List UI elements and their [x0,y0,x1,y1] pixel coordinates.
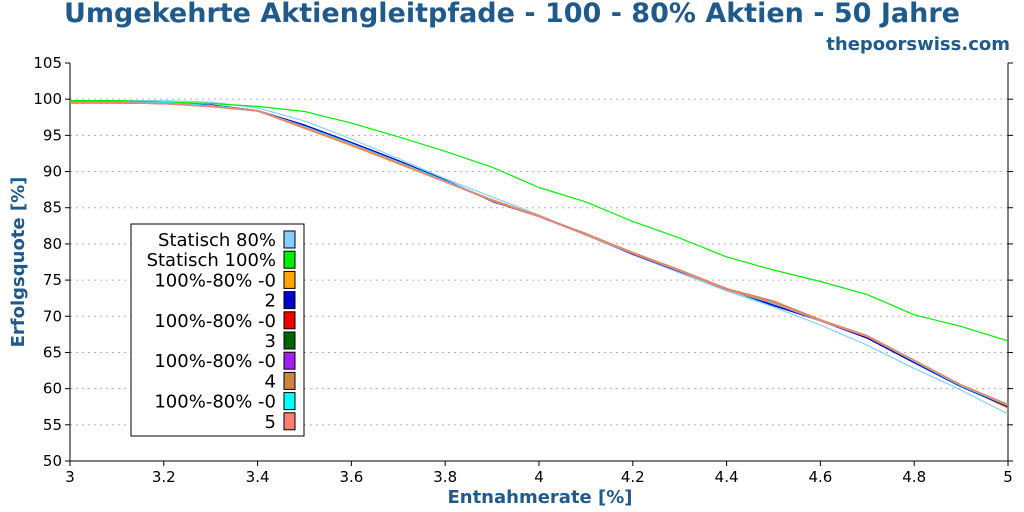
legend-swatch [283,270,296,289]
legend-label: 5 [265,412,276,433]
y-tick-label: 60 [43,380,62,398]
y-tick-label: 90 [43,163,62,181]
y-tick-label: 95 [43,126,62,144]
x-tick-label: 3.4 [246,468,270,486]
legend-label: 100%-80% -0 [154,270,276,291]
x-tick-label: 5 [1003,468,1013,486]
legend-swatch [283,351,296,370]
legend-swatch [283,331,296,350]
series-line [70,102,1009,406]
y-tick-label: 105 [33,54,62,72]
legend-swatch [283,311,296,330]
x-axis-label: Entnahmerate [%] [447,487,632,508]
x-tick-label: 3.8 [433,468,457,486]
legend-swatch [283,412,296,431]
y-tick-label: 80 [43,235,62,253]
x-tick-label: 3.6 [339,468,363,486]
site-label: thepoorswiss.com [826,34,1010,55]
legend-label: Statisch 100% [147,250,276,271]
y-tick-label: 55 [43,416,62,434]
x-tick-label: 4.4 [715,468,739,486]
y-tick-label: 100 [33,90,62,108]
y-tick-label: 70 [43,307,62,325]
legend-swatch [283,371,296,390]
legend-label: 2 [265,291,276,312]
y-axis-label: Erfolgsquote [%] [8,177,29,348]
y-tick-label: 50 [43,452,62,470]
y-tick-label: 65 [43,343,62,361]
legend-box [130,223,305,437]
legend-label: 100%-80% -0 [154,311,276,332]
x-tick-label: 3 [65,468,75,486]
x-tick-label: 4.8 [902,468,926,486]
legend-label: Statisch 80% [158,230,276,251]
legend-swatch [283,250,296,269]
y-tick-label: 75 [43,271,62,289]
legend-label: 100%-80% -0 [154,392,276,413]
x-tick-label: 4.6 [808,468,832,486]
legend-swatch [283,392,296,411]
y-tick-label: 85 [43,199,62,217]
legend-swatch [283,291,296,310]
chart-title: Umgekehrte Aktiengleitpfade - 100 - 80% … [64,0,960,29]
legend-label: 3 [265,331,276,352]
legend-swatch [283,230,296,249]
x-tick-label: 4.2 [621,468,645,486]
series-line [70,99,1009,342]
legend-label: 100%-80% -0 [154,351,276,372]
legend-label: 4 [265,371,276,392]
x-tick-label: 3.2 [152,468,176,486]
x-tick-label: 4 [534,468,544,486]
